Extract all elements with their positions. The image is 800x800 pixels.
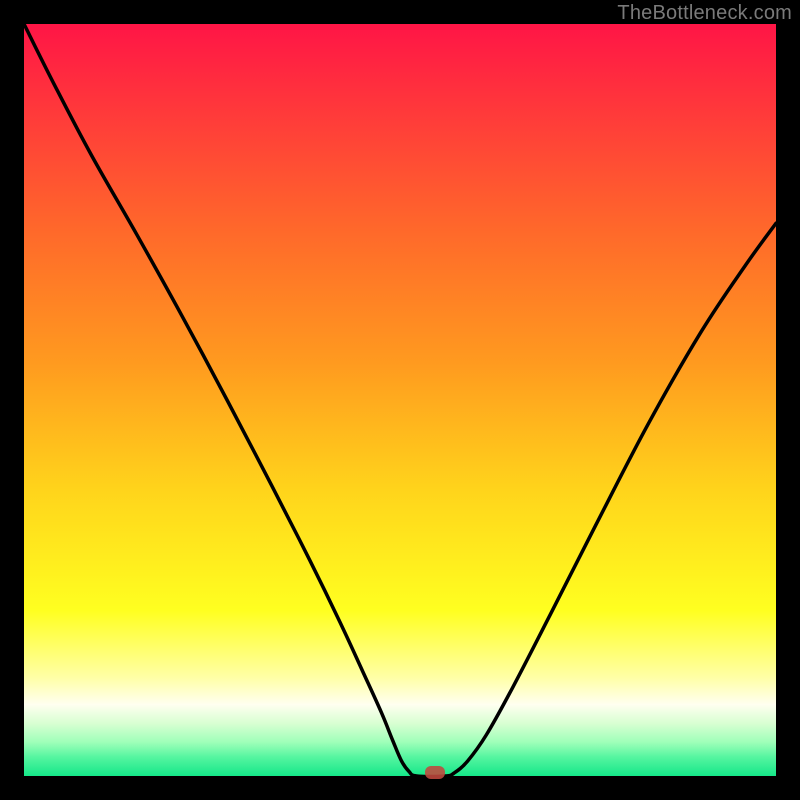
bottleneck-curve: [24, 24, 776, 776]
plot-area: [24, 24, 776, 776]
watermark-text: TheBottleneck.com: [617, 2, 792, 25]
chart-frame: TheBottleneck.com: [0, 0, 800, 800]
optimum-marker: [425, 766, 445, 779]
